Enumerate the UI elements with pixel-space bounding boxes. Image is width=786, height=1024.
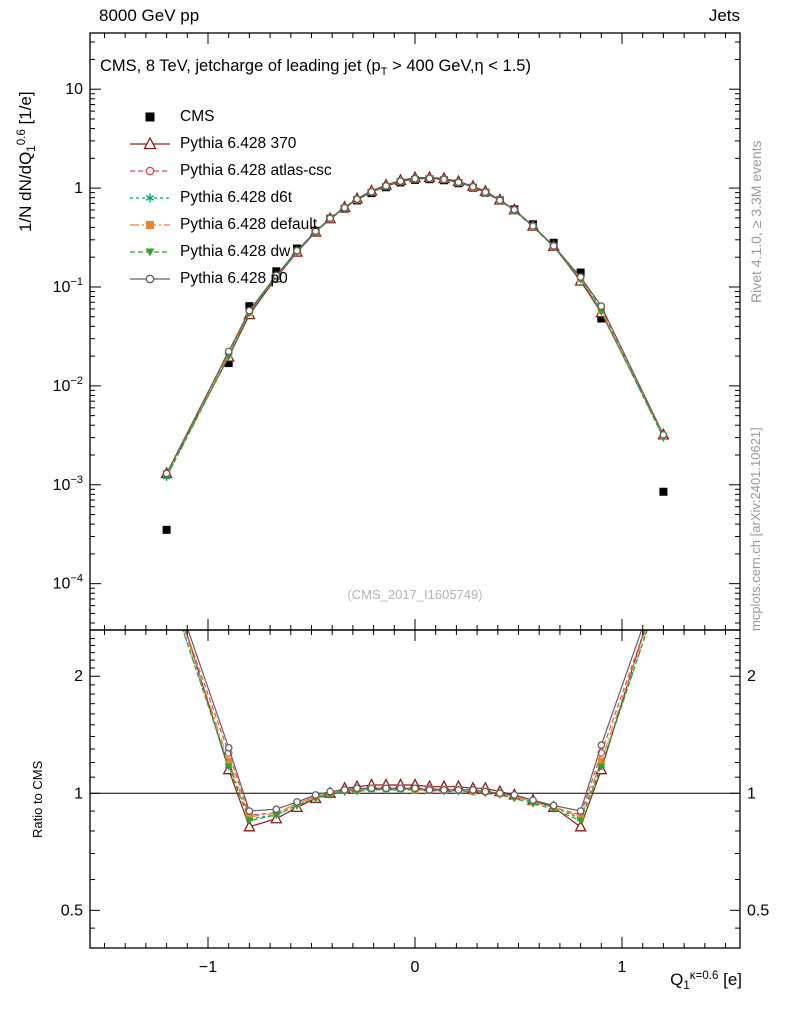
x-axis-label: Q1κ=0.6 [e] xyxy=(670,970,742,993)
main-y-axis-label: 1/N dN/dQ10.6 [1/e] xyxy=(16,91,39,232)
svg-text:1: 1 xyxy=(74,180,83,197)
svg-text:10: 10 xyxy=(65,81,83,98)
legend-marker-d6t-icon xyxy=(130,193,170,202)
legend-label: Pythia 6.428 d6t xyxy=(180,188,293,206)
legend-marker-default-icon xyxy=(130,220,170,229)
legend-label: Pythia 6.428 370 xyxy=(180,134,297,152)
svg-text:10−4: 10−4 xyxy=(53,573,83,593)
legend-item-dw: Pythia 6.428 dw xyxy=(128,238,332,265)
header-analysis-group: Jets xyxy=(708,6,740,25)
svg-text:10−3: 10−3 xyxy=(53,474,83,494)
legend-item-p0: Pythia 6.428 p0 xyxy=(128,265,332,292)
legend-marker-p0-icon xyxy=(130,274,170,283)
svg-text:0.5: 0.5 xyxy=(747,902,769,919)
legend-marker-370-icon xyxy=(130,136,170,149)
svg-text:−1: −1 xyxy=(199,959,217,976)
svg-text:10−1: 10−1 xyxy=(53,276,83,296)
svg-text:2: 2 xyxy=(74,668,83,685)
series-p0-ratio xyxy=(187,630,643,815)
legend-marker-atlas-csc-icon xyxy=(130,166,170,175)
legend-item-370: Pythia 6.428 370 xyxy=(128,130,332,157)
ratio-y-axis-label: Ratio to CMS xyxy=(30,760,45,838)
legend-label: Pythia 6.428 p0 xyxy=(180,269,288,287)
header-beam-energy: 8000 GeV pp xyxy=(99,6,200,25)
plot-title: CMS, 8 TeV, jetcharge of leading jet (pT… xyxy=(100,57,531,78)
series-p0-main xyxy=(162,174,668,478)
legend-item-atlas-csc: Pythia 6.428 atlas-csc xyxy=(128,157,332,184)
svg-text:1: 1 xyxy=(74,785,83,802)
legend-marker-cms-icon xyxy=(145,112,155,121)
mcplots-reference-note: mcplots.cern.ch [arXiv:2401.10621] xyxy=(748,427,763,631)
analysis-id-watermark: (CMS_2017_I1605749) xyxy=(347,587,483,602)
axes-ticks: −1 0 1 10 1 10−1 10−2 10−3 10−4 2 2 1 1 0.5 0.5 xyxy=(53,33,769,976)
svg-text:0: 0 xyxy=(411,959,420,976)
svg-text:0.5: 0.5 xyxy=(61,902,83,919)
legend-label: CMS xyxy=(180,107,215,125)
legend-label: Pythia 6.428 atlas-csc xyxy=(180,161,332,179)
svg-text:10−2: 10−2 xyxy=(53,375,83,395)
svg-text:1: 1 xyxy=(747,785,756,802)
legend-marker-dw-icon xyxy=(130,248,170,256)
legend-item-d6t: Pythia 6.428 d6t xyxy=(128,184,332,211)
legend-label: Pythia 6.428 default xyxy=(180,215,318,233)
legend-item-cms: CMS xyxy=(128,103,332,130)
svg-text:1: 1 xyxy=(618,959,627,976)
legend-label: Pythia 6.428 dw xyxy=(180,242,291,260)
legend: CMS Pythia 6.428 370 Pythia 6.428 atlas-cs… xyxy=(128,103,332,292)
rivet-version-note: Rivet 4.1.0, ≥ 3.3M events xyxy=(748,140,764,303)
svg-text:2: 2 xyxy=(747,668,756,685)
legend-item-default: Pythia 6.428 default xyxy=(128,211,332,238)
